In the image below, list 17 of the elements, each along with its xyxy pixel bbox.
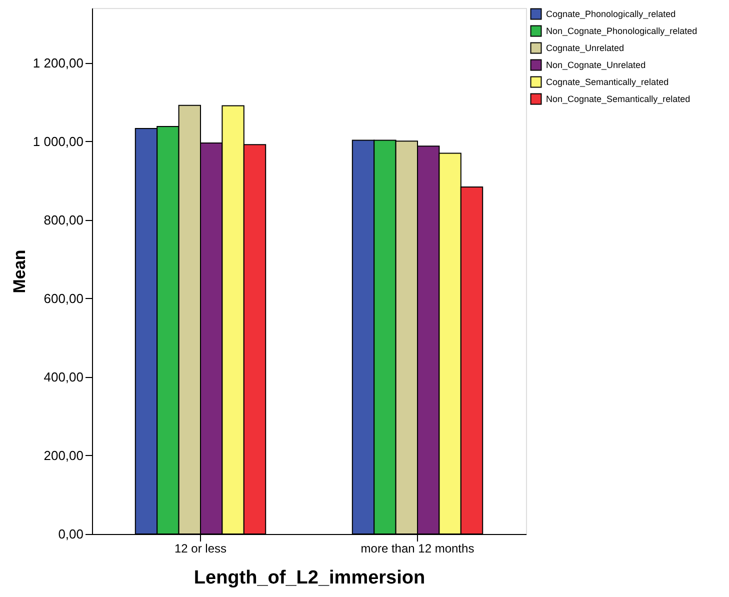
legend-label: Non_Cognate_Semantically_related (546, 94, 690, 104)
y-tick-label: 1 200,00 (32, 55, 84, 70)
y-tick-label: 0,00 (58, 526, 84, 542)
x-tick-label: more than 12 months (360, 542, 474, 556)
legend-label: Cognate_Unrelated (546, 43, 624, 53)
y-axis-title: Mean (10, 250, 29, 294)
y-tick-label: 800,00 (44, 212, 84, 228)
legend-label: Non_Cognate_Phonologically_related (546, 26, 698, 36)
y-tick-label: 200,00 (44, 448, 84, 463)
legend-label: Cognate_Semantically_related (546, 77, 669, 87)
y-tick-label: 400,00 (44, 369, 84, 384)
legend-label: Non_Cognate_Unrelated (546, 60, 646, 70)
x-tick-label: 12 or less (174, 542, 227, 556)
y-tick-label: 600,00 (44, 290, 84, 306)
y-tick-label: 1 000,00 (32, 134, 84, 149)
x-axis-title: Length_of_L2_immersion (194, 568, 426, 588)
legend-label: Cognate_Phonologically_related (546, 9, 676, 19)
